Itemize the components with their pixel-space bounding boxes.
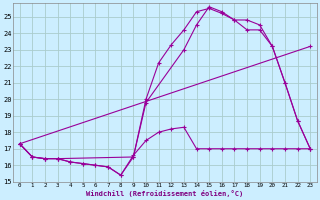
X-axis label: Windchill (Refroidissement éolien,°C): Windchill (Refroidissement éolien,°C) bbox=[86, 190, 244, 197]
